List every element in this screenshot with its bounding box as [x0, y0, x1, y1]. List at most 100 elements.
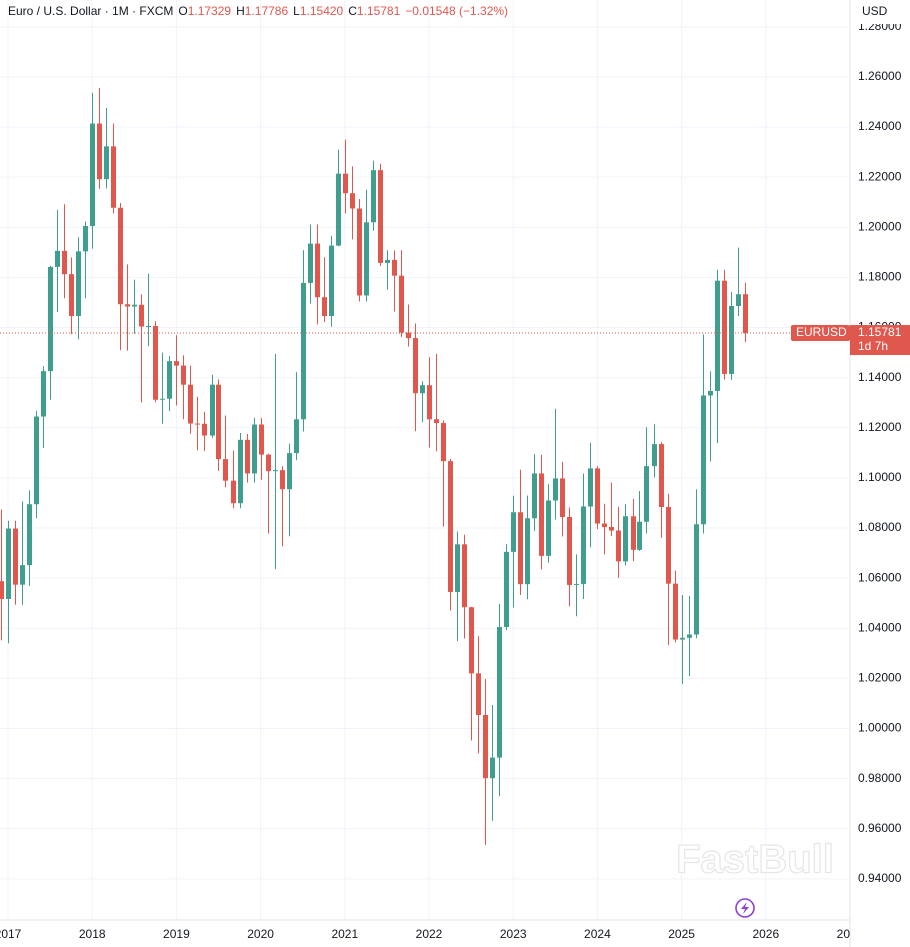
candle-body — [111, 146, 116, 208]
candle-body — [715, 280, 720, 391]
candle-body — [238, 439, 243, 504]
legend-key: H — [236, 4, 245, 18]
candle-body — [609, 527, 614, 531]
candle-body — [308, 243, 313, 283]
legend-value: 1.15420 — [299, 4, 344, 18]
y-tick-label: 1.24000 — [858, 119, 902, 133]
candle-body — [602, 523, 607, 528]
candle-body — [357, 208, 362, 296]
y-tick-label: 1.22000 — [858, 169, 902, 183]
y-axis: 0.94000 0.96000 0.98000 1.00000 1.02000 1.040… — [858, 19, 902, 885]
candle-body — [223, 459, 228, 481]
x-tick-label: 2017 — [0, 927, 22, 941]
candle-body — [743, 294, 748, 334]
candle-body — [652, 444, 657, 467]
y-tick-label: 1.08000 — [858, 520, 902, 534]
y-tick-label: 0.94000 — [858, 871, 902, 885]
candle-body — [644, 466, 649, 522]
candle-body — [329, 245, 334, 317]
candle-body — [350, 193, 355, 209]
candle-body — [631, 516, 636, 550]
y-tick-label: 1.04000 — [858, 620, 902, 634]
y-tick-label: 1.02000 — [858, 671, 902, 685]
candle-body — [139, 304, 144, 327]
candle-body — [539, 473, 544, 556]
candle-body — [76, 251, 81, 317]
candle-body — [413, 338, 418, 394]
candle-body — [469, 607, 474, 674]
legend-key: L — [293, 4, 300, 18]
candle-body — [553, 478, 558, 501]
symbol-title: Euro / U.S. Dollar · 1M · FXCM — [8, 4, 174, 18]
candle-body — [371, 170, 376, 223]
candle-body — [364, 222, 369, 296]
legend-key: C — [348, 4, 357, 18]
candle-body — [266, 454, 271, 472]
y-tick-label: 1.00000 — [858, 721, 902, 735]
candle-body — [511, 512, 516, 552]
candle-body — [588, 468, 593, 507]
candle-body — [722, 280, 727, 374]
candle-body — [659, 444, 664, 507]
x-tick-label: 2021 — [331, 927, 358, 941]
candle-body — [20, 565, 25, 585]
candle-body — [687, 634, 692, 638]
y-tick-label: 1.18000 — [858, 270, 902, 284]
candle-body — [160, 398, 165, 400]
candle-body — [399, 275, 404, 333]
x-tick-label: 2026 — [752, 927, 779, 941]
candle-body — [104, 146, 109, 180]
candle-body — [680, 637, 685, 640]
candle-body — [497, 627, 502, 758]
candle-body — [146, 326, 151, 328]
candle-body — [392, 259, 397, 276]
candle-body — [462, 544, 467, 608]
price-tag-countdown: 1d 7h — [858, 339, 888, 353]
x-tick-label: 2019 — [163, 927, 190, 941]
candle-body — [252, 424, 257, 474]
candle-body — [581, 506, 586, 584]
candle-body — [6, 528, 11, 599]
candle-body — [48, 266, 53, 372]
price-tag — [791, 325, 850, 342]
y-tick-label: 1.06000 — [858, 570, 902, 584]
candle-body — [441, 423, 446, 462]
legend-value: 1.17786 — [244, 4, 289, 18]
candle-body — [195, 423, 200, 425]
event-icon[interactable] — [735, 898, 755, 918]
candle-body — [701, 395, 706, 525]
candle-body — [504, 551, 509, 628]
candle-body — [69, 274, 74, 317]
x-tick-label: 2025 — [668, 927, 695, 941]
candles — [0, 87, 850, 845]
candle-body — [637, 521, 642, 550]
candle-body — [125, 304, 130, 307]
y-tick-label: 1.14000 — [858, 370, 902, 384]
candle-body — [343, 173, 348, 194]
candle-body — [455, 544, 460, 592]
candle-body — [427, 385, 432, 420]
candle-body — [708, 390, 713, 396]
candle-body — [245, 439, 250, 474]
candle-body — [301, 282, 306, 420]
x-tick-label: 2018 — [79, 927, 106, 941]
price-tag-value-box — [850, 325, 910, 356]
candle-body — [574, 583, 579, 585]
grid — [0, 0, 850, 920]
y-tick-label: 1.20000 — [858, 219, 902, 233]
candle-body — [434, 419, 439, 424]
candle-body — [13, 528, 18, 585]
price-tag-symbol: EURUSD — [796, 325, 847, 339]
currency-box — [851, 0, 910, 24]
candle-body — [118, 207, 123, 305]
candle-body — [623, 516, 628, 562]
candle-body — [448, 461, 453, 592]
candle-body — [231, 480, 236, 504]
candle-body — [167, 361, 172, 399]
candle-body — [729, 305, 734, 374]
x-tick-label: 2024 — [584, 927, 611, 941]
candle-body — [490, 757, 495, 779]
candle-body — [406, 332, 411, 339]
watermark: FastBull — [676, 838, 834, 882]
candle-body — [525, 518, 530, 585]
